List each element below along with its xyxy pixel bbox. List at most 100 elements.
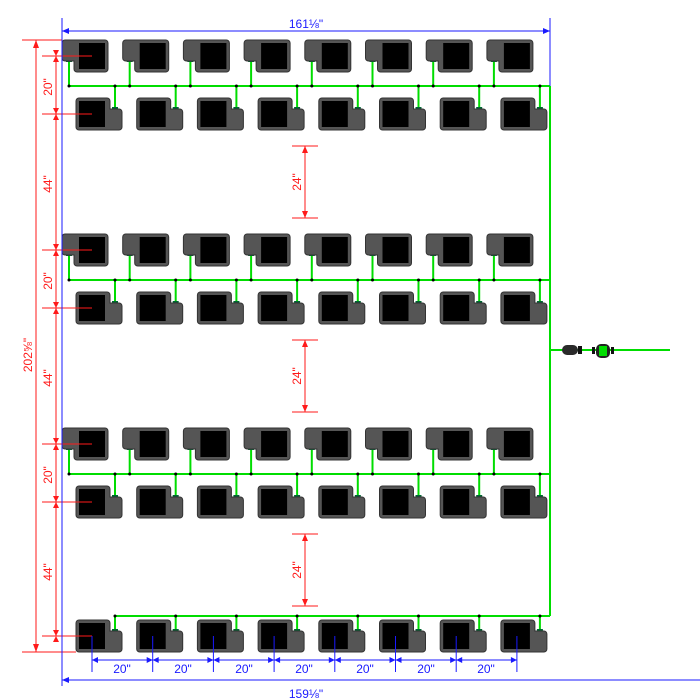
plant-pot	[486, 233, 534, 267]
plant-pot	[365, 39, 412, 73]
pot-media	[261, 489, 288, 515]
tee-joint	[128, 472, 132, 476]
pot-media	[261, 431, 288, 457]
arrowhead	[53, 302, 59, 308]
arrowhead	[328, 657, 335, 663]
plant-pot	[122, 427, 170, 461]
arrowhead	[53, 244, 59, 250]
pot-media	[503, 295, 530, 321]
tee-joint	[234, 278, 238, 282]
tee-joint	[371, 472, 374, 476]
pot-spacing-label: 20"	[174, 662, 192, 676]
pot-media	[503, 489, 530, 515]
plant-pot	[257, 291, 305, 325]
tee-joint	[295, 472, 299, 476]
arrowhead	[213, 657, 220, 663]
row-pair-spacing-label: 44"	[41, 175, 55, 193]
pipework	[66, 59, 670, 632]
pot-media	[382, 101, 409, 127]
plant-pot	[318, 97, 366, 131]
tap-timer-icon	[592, 344, 614, 358]
arrowhead	[53, 250, 59, 256]
tee-joint	[477, 84, 481, 88]
arrowhead	[53, 438, 59, 444]
plant-pot	[257, 97, 305, 131]
tee-joint	[310, 278, 314, 282]
plant-pot	[500, 97, 548, 131]
plant-pot	[425, 233, 473, 267]
plant-pot	[439, 619, 487, 653]
plant-pot	[500, 291, 548, 325]
arrowhead	[92, 657, 98, 663]
tee-joint	[356, 472, 360, 476]
pot-media	[139, 101, 166, 127]
plant-pot	[304, 427, 352, 461]
pot-media	[321, 431, 348, 457]
pot-media	[200, 431, 227, 457]
dimensions	[22, 18, 700, 686]
arrowhead	[53, 108, 59, 114]
connector-end	[578, 346, 582, 354]
pot-media	[503, 101, 530, 127]
tee-joint	[477, 472, 481, 476]
plant-pot	[196, 97, 244, 131]
tee-joint	[538, 278, 542, 282]
tee-joint	[67, 278, 71, 282]
tee-joint	[188, 84, 192, 88]
row-gap-label: 20"	[41, 466, 55, 484]
pot-spacing-label: 20"	[235, 662, 253, 676]
pot-media	[321, 295, 348, 321]
row-gap-label: 20"	[41, 78, 55, 96]
tee-joint	[249, 84, 253, 88]
tee-joint	[371, 84, 374, 88]
plant-pot	[136, 97, 184, 131]
tee-joint	[371, 278, 374, 282]
plant-pot	[365, 233, 412, 267]
tee-joint	[538, 614, 542, 618]
arrowhead	[53, 308, 59, 314]
arrowhead	[53, 50, 59, 56]
arrowhead	[62, 28, 69, 34]
tee-joint	[249, 472, 253, 476]
pot-media	[261, 295, 288, 321]
timer-end	[592, 347, 595, 354]
plant-pot	[182, 427, 230, 461]
plant-pot	[182, 233, 230, 267]
arrowhead	[302, 211, 308, 218]
plant-pot	[243, 427, 291, 461]
pot-media	[503, 43, 530, 69]
arrowhead	[395, 657, 402, 663]
arrowhead	[62, 677, 69, 683]
tee-joint	[295, 278, 299, 282]
pot-media	[382, 489, 409, 515]
tee-joint	[113, 84, 117, 88]
row-pair-spacing-label: 44"	[41, 563, 55, 581]
pot-spacing-label: 20"	[417, 662, 435, 676]
pot-media	[443, 43, 470, 69]
plant-pot	[304, 39, 352, 73]
pot-media	[261, 101, 288, 127]
tee-joint	[356, 614, 360, 618]
arrowhead	[274, 657, 281, 663]
arrowhead	[302, 405, 308, 412]
tee-joint	[538, 84, 542, 88]
pot-media	[139, 43, 166, 69]
arrowhead	[53, 496, 59, 502]
arrowhead	[53, 630, 59, 636]
pot-media	[443, 431, 470, 457]
arrowhead	[334, 657, 341, 663]
pot-media	[321, 489, 348, 515]
pipe-connector	[562, 345, 582, 355]
plant-pot	[318, 291, 366, 325]
total-height-label: 202⅝"	[21, 338, 35, 372]
arrowhead	[389, 657, 396, 663]
plant-pot	[379, 97, 426, 131]
plant-pot	[500, 485, 548, 519]
tee-joint	[174, 84, 178, 88]
aisle-label: 24"	[290, 561, 304, 579]
pot-media	[200, 295, 227, 321]
arrowhead	[302, 146, 308, 153]
arrowhead	[510, 657, 517, 663]
plant-pot	[182, 39, 230, 73]
pot-media	[443, 489, 470, 515]
